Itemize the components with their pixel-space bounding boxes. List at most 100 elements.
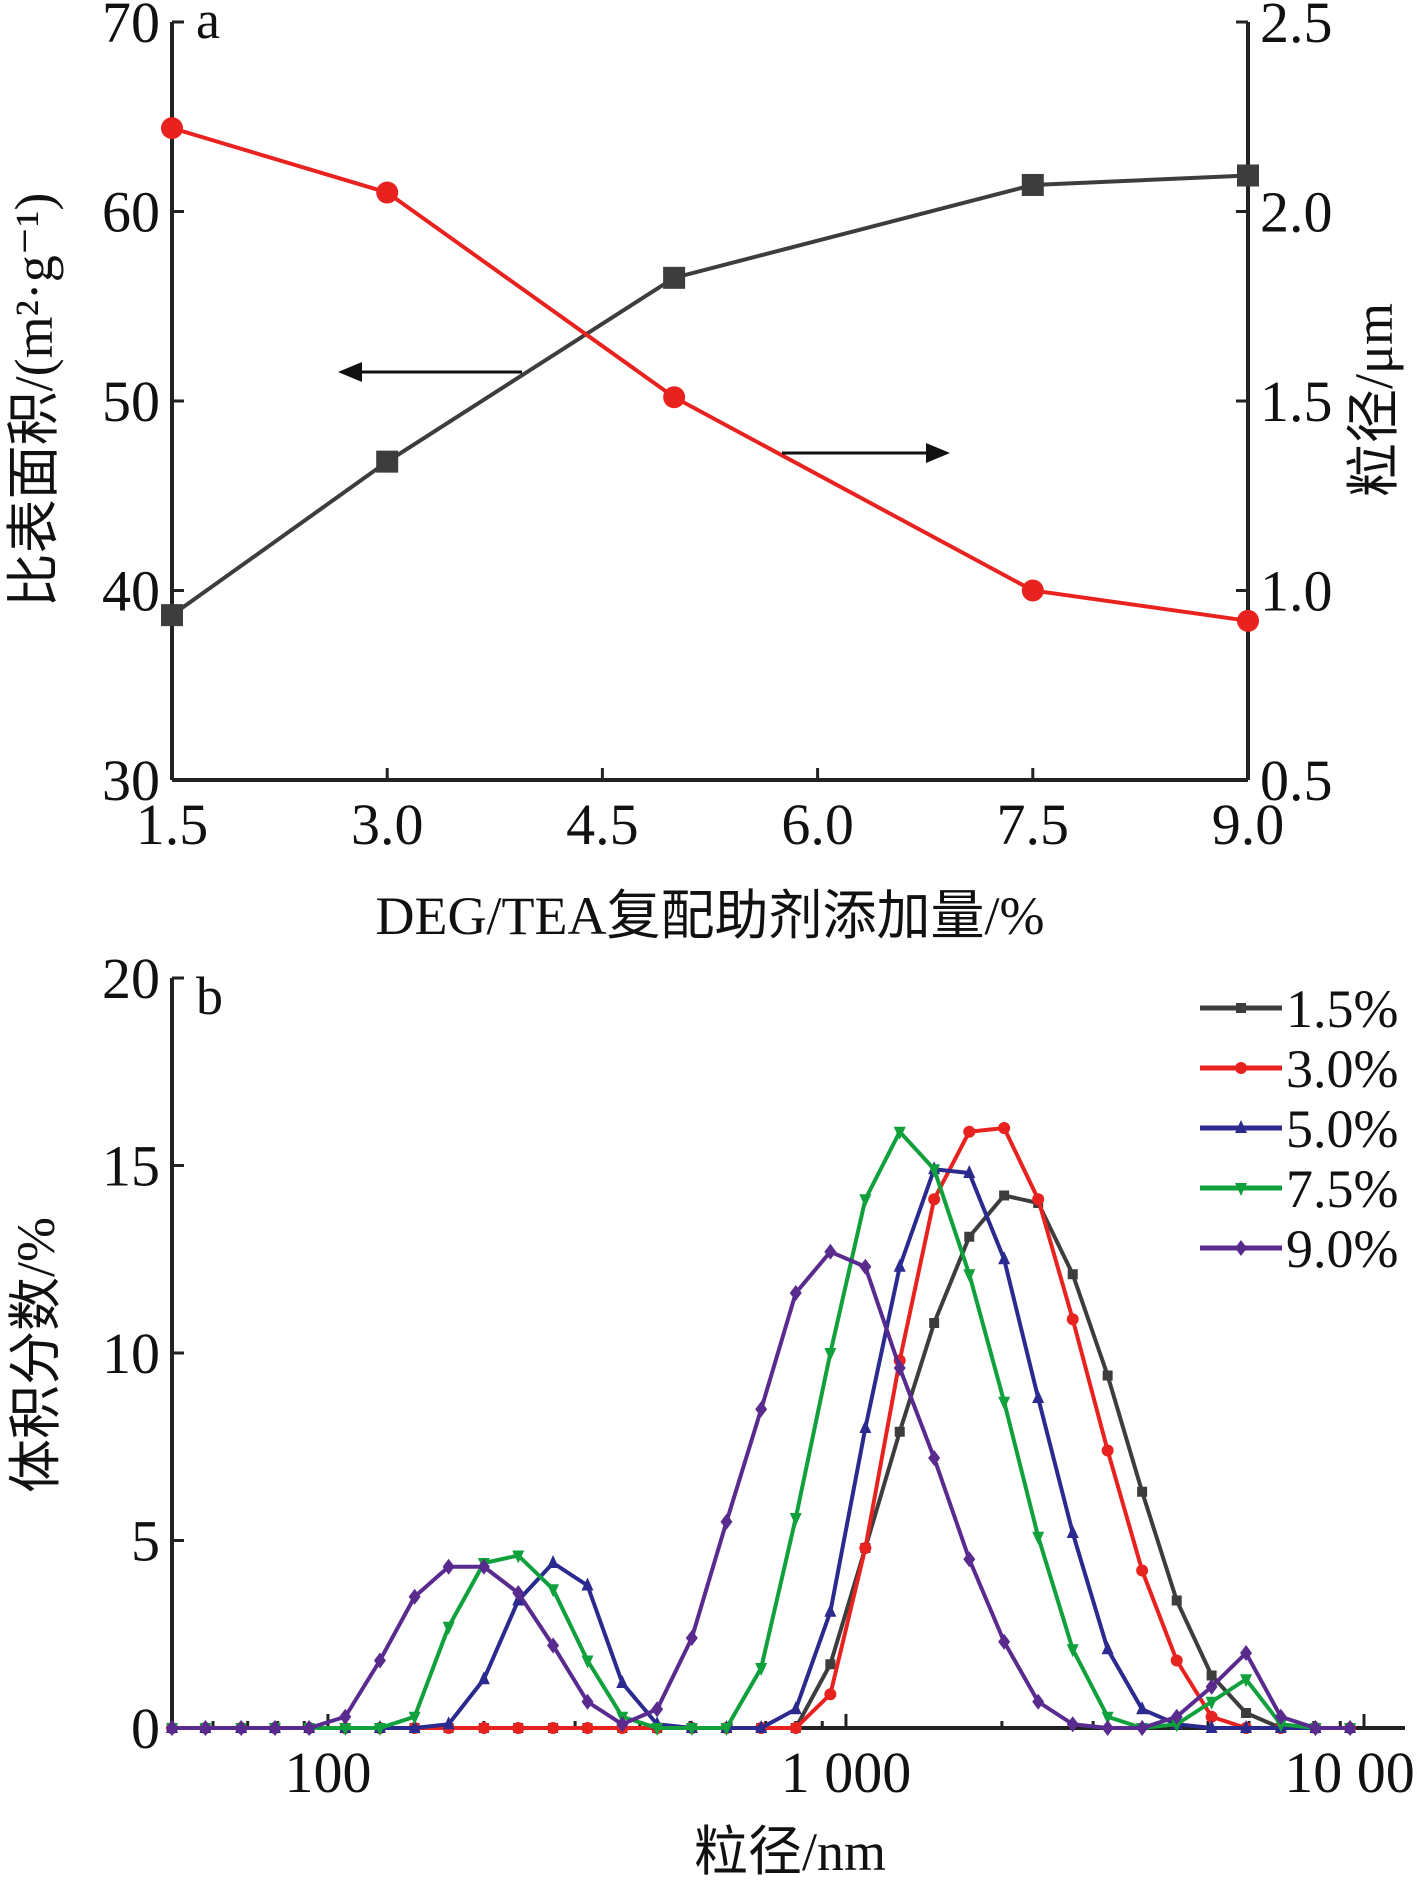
panel-b-point [581, 1693, 594, 1710]
panel-a-x-tick-label: 1.5 [136, 792, 209, 857]
panel-b-y-tick-label: 5 [131, 1509, 160, 1574]
panel-b-point [1066, 1716, 1079, 1733]
panel-b-point [477, 1722, 490, 1734]
panel-a-x-ticks: 1.5 3.0 4.5 6.0 7.5 9.0 [136, 768, 1284, 857]
panel-a-x-tick-label: 3.0 [351, 792, 424, 857]
panel-b-point [824, 1603, 837, 1617]
panel-b-point [1066, 1644, 1079, 1658]
panel-b-x-tick-label: 100 [284, 1740, 371, 1805]
panel-a-right-tick-label: 1.0 [1260, 559, 1333, 624]
panel-b-point [789, 1513, 802, 1526]
panel-b-point [373, 1652, 386, 1669]
legend-label: 5.0% [1286, 1099, 1398, 1159]
panel-b-series-line [172, 1128, 1351, 1731]
panel-b-series-line [172, 1125, 1351, 1730]
panel-a-left-tick-label: 60 [102, 180, 160, 245]
panel-b-series-9.0% [166, 1243, 1357, 1736]
panel-b-point [755, 1401, 768, 1418]
panel-a-left-ticks: 30 40 50 60 70 [102, 0, 184, 813]
panel-a-right-ticks: 0.5 1.0 1.5 2.0 2.5 [1236, 0, 1333, 813]
panel-b-point [928, 1450, 941, 1466]
panel-b-point [373, 1723, 386, 1736]
panel-b-point [1240, 1674, 1253, 1688]
panel-b-x-tick-label: 1 000 [781, 1740, 912, 1805]
panel-b-point [859, 1194, 872, 1208]
panel-b-y-ticks: 0 5 10 15 20 [102, 946, 184, 1761]
panel-b-point [1206, 1670, 1217, 1681]
panel-b-point [1136, 1564, 1149, 1577]
legend-label: 1.5% [1286, 979, 1398, 1039]
panel-b-point [1309, 1720, 1322, 1736]
panel-b-point [963, 1125, 976, 1138]
panel-b-series-7.5% [166, 1126, 1357, 1736]
panel-b-point [893, 1258, 906, 1272]
panel-a-left-axis-title: 比表面积/(m²·g⁻¹) [4, 193, 64, 608]
panel-b-point [928, 1193, 941, 1206]
panel-b-point [477, 1671, 490, 1685]
panel-b-point [928, 1164, 941, 1178]
panel-b-point [547, 1584, 560, 1598]
panel-b-x-ticks: 100 1 000 10 000 [211, 1714, 1417, 1805]
panel-b-point [1274, 1708, 1287, 1725]
panel-b-legend: 1.5%3.0%5.0%7.5%9.0% [1200, 979, 1398, 1279]
legend-marker [1235, 1240, 1247, 1256]
panel-b-point [963, 1551, 976, 1568]
panel-b-point [893, 1126, 906, 1140]
panel-b-point [998, 1396, 1011, 1410]
panel-a-series-line-right [171, 126, 1249, 623]
panel-a-x-tick-label: 7.5 [997, 792, 1070, 857]
panel-a-left-tick-label: 30 [102, 748, 160, 813]
panel-b-point [859, 1258, 872, 1275]
panel-b-point [1101, 1711, 1114, 1725]
panel-a-x-tick-label: 6.0 [781, 792, 854, 857]
panel-a-series-line-left [170, 173, 1249, 617]
panel-b-y-tick-label: 20 [102, 946, 160, 1011]
panel-b-point [893, 1360, 906, 1376]
panel-b-point [651, 1723, 664, 1736]
panel-a-point-left [663, 266, 686, 289]
panel-b-point [1205, 1710, 1218, 1723]
panel-b-point [789, 1285, 802, 1301]
panel-b-point [581, 1722, 594, 1734]
panel-a-point-right [663, 386, 686, 409]
panel-b-point [581, 1577, 594, 1591]
panel-b-point [963, 1269, 976, 1283]
panel-b-point [1170, 1719, 1183, 1733]
panel-b-point [547, 1637, 560, 1654]
panel-a-point-right [376, 181, 399, 204]
panel-b-point [1067, 1269, 1078, 1280]
panel-b: b 100 1 000 10 000 0 5 10 15 20 粒径/nm 体积分数/% 1… [6, 946, 1417, 1882]
panel-b-point [1137, 1486, 1148, 1497]
panel-a-point-right [1021, 579, 1044, 602]
panel-b-point [1032, 1531, 1045, 1545]
panel-a-point-left [1237, 164, 1259, 187]
panel-b-series-line [172, 1167, 1351, 1730]
legend-marker [1235, 1120, 1247, 1133]
legend-marker [1236, 1003, 1246, 1013]
panel-b-x-tick-label: 10 000 [1284, 1740, 1417, 1805]
panel-b-point [998, 1633, 1011, 1650]
panel-b-point [268, 1720, 281, 1736]
panel-b-point [859, 1420, 872, 1433]
panel-b-point [929, 1318, 940, 1328]
panel-a-x-axis-title: DEG/TEA复配助剂添加量/% [376, 886, 1045, 946]
panel-b-point [825, 1659, 836, 1670]
panel-b-point [824, 1688, 837, 1701]
panel-b-point [616, 1716, 629, 1733]
panel-b-point [616, 1675, 629, 1688]
panel-b-point [1205, 1696, 1218, 1710]
panel-b-point [408, 1711, 421, 1725]
panel-b-point [1240, 1645, 1253, 1661]
panel-b-point [720, 1513, 733, 1530]
panel-a-right-tick-label: 1.5 [1260, 369, 1333, 434]
panel-b-point [998, 1251, 1011, 1265]
legend-marker [1235, 1183, 1247, 1196]
arrow-to-right-axis [782, 443, 950, 463]
panel-b-point [1241, 1708, 1252, 1718]
panel-b-point [408, 1720, 421, 1733]
panel-b-series-5.0% [166, 1161, 1357, 1733]
panel-a-x-tick-label: 4.5 [566, 792, 639, 857]
panel-b-point [339, 1723, 352, 1736]
panel-b-point [512, 1722, 525, 1734]
panel-a-right-tick-label: 2.5 [1260, 0, 1333, 55]
